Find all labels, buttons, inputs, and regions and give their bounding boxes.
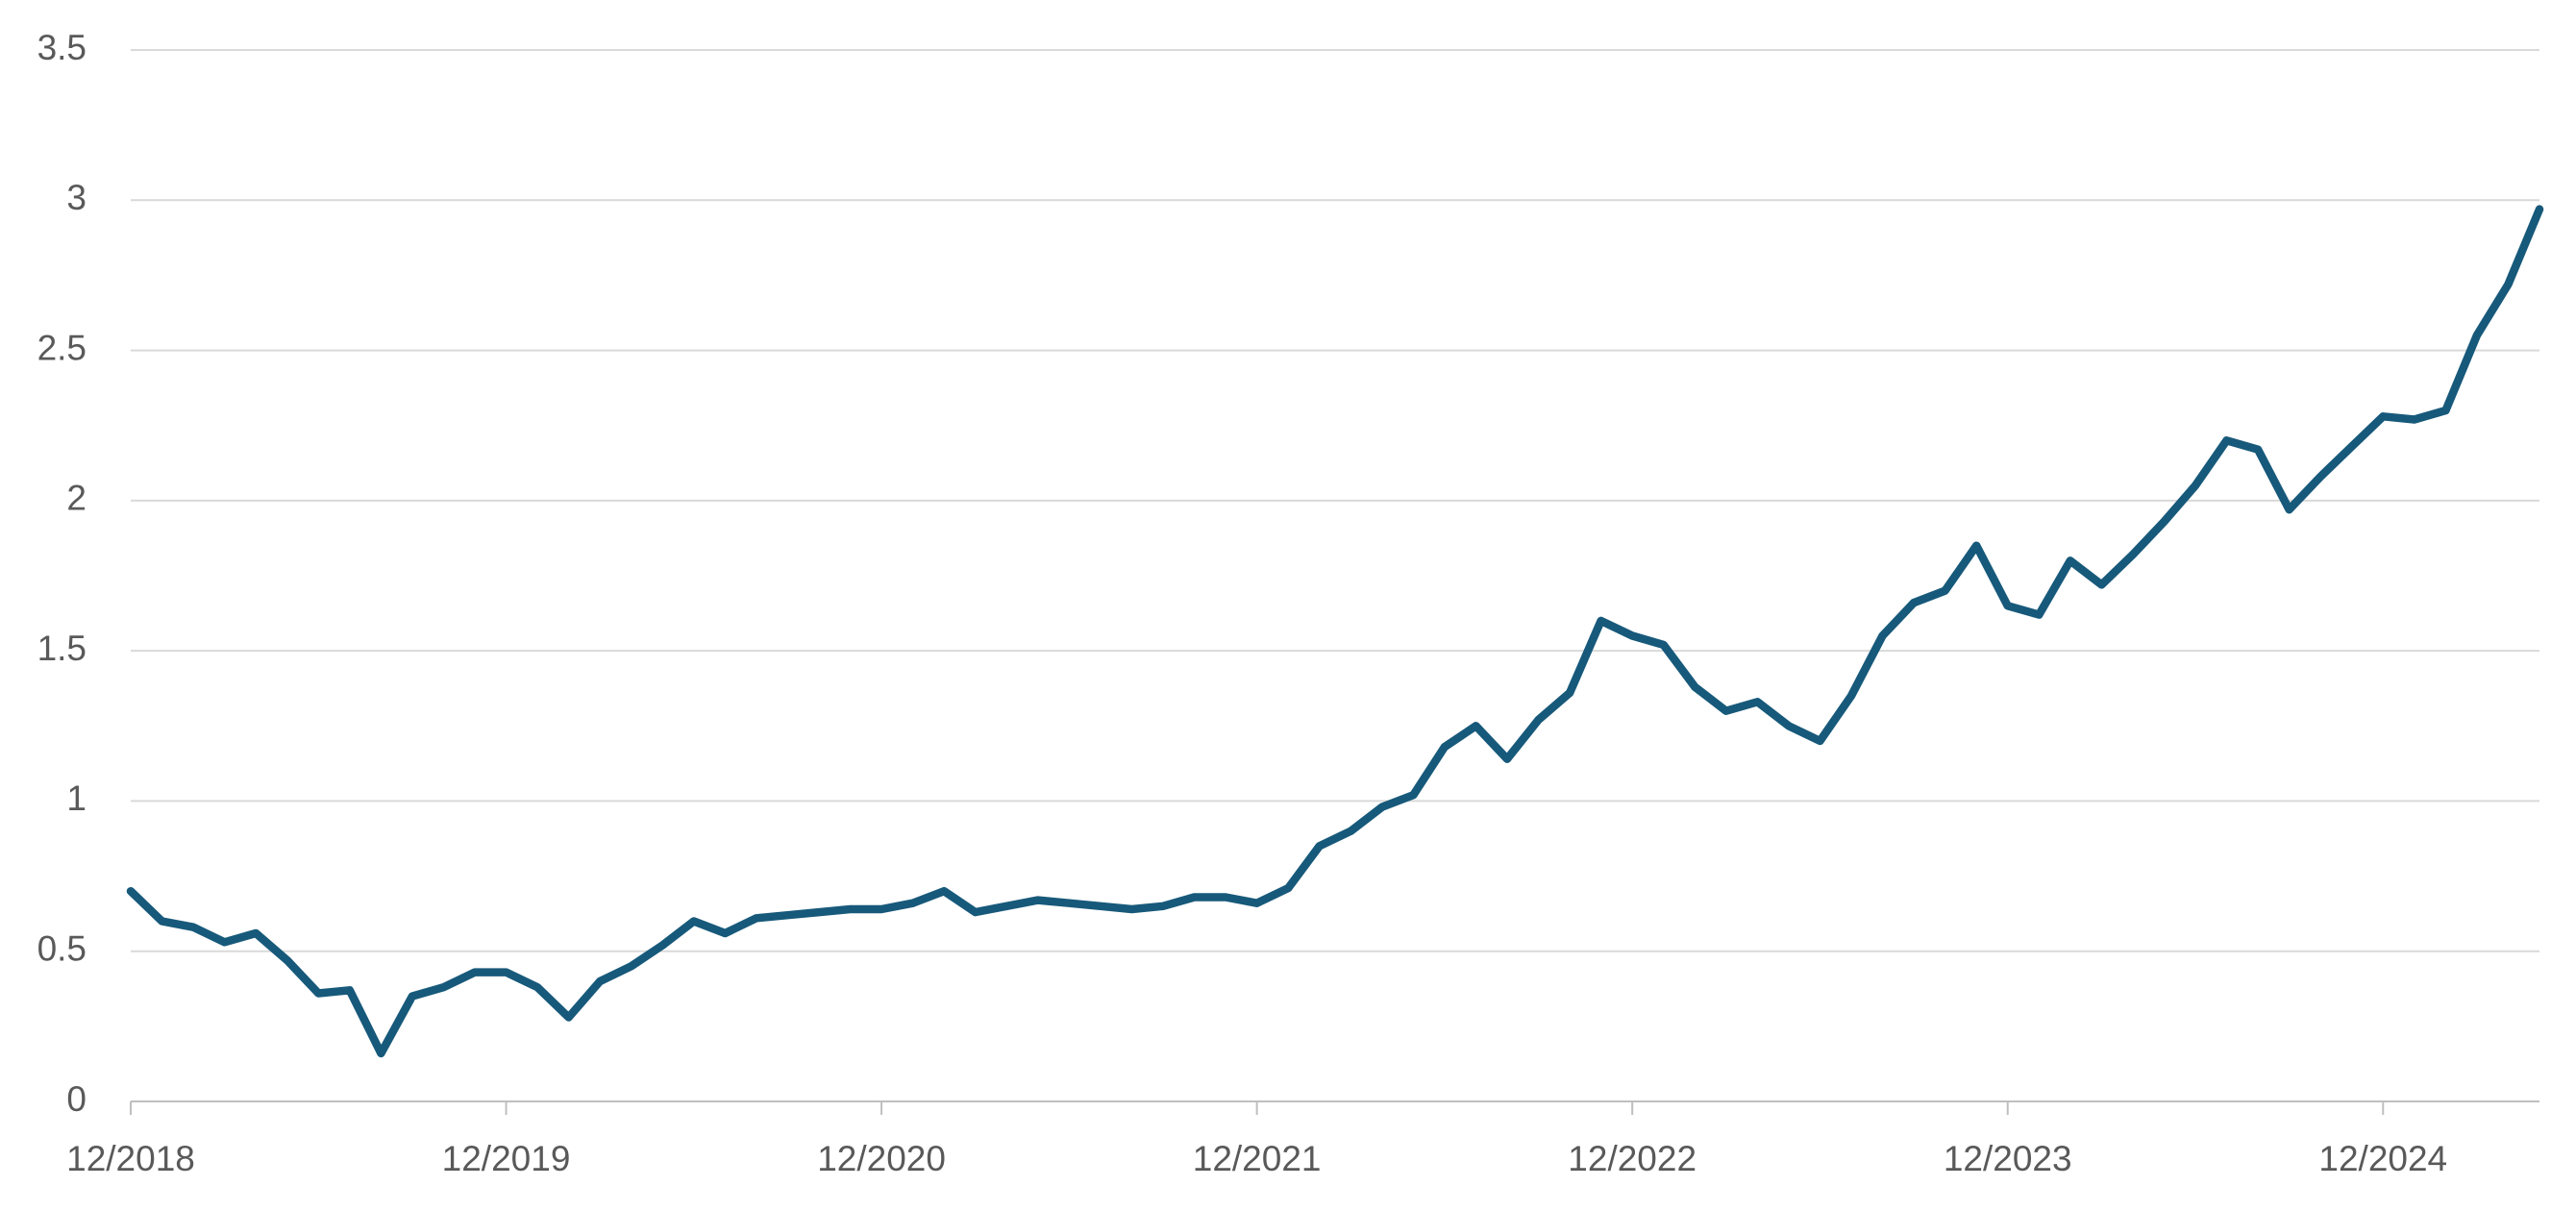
y-tick-label: 2	[66, 479, 87, 518]
y-tick-label: 3	[66, 178, 87, 217]
x-tick-label: 12/2022	[1568, 1139, 1697, 1178]
y-tick-label: 2.5	[37, 328, 87, 367]
x-tick-label: 12/2021	[1193, 1139, 1322, 1178]
x-tick-label: 12/2024	[2318, 1139, 2447, 1178]
x-tick-label: 12/2023	[1944, 1139, 2072, 1178]
x-tick-label: 12/2018	[66, 1139, 195, 1178]
x-tick-label: 12/2020	[817, 1139, 946, 1178]
x-tick-label: 12/2019	[442, 1139, 571, 1178]
y-tick-label: 1	[66, 778, 87, 818]
y-tick-label: 3.5	[37, 28, 87, 67]
y-tick-label: 0.5	[37, 928, 87, 968]
y-tick-label: 1.5	[37, 629, 87, 668]
y-tick-label: 0	[66, 1079, 87, 1119]
series-line	[126, 205, 2544, 1058]
